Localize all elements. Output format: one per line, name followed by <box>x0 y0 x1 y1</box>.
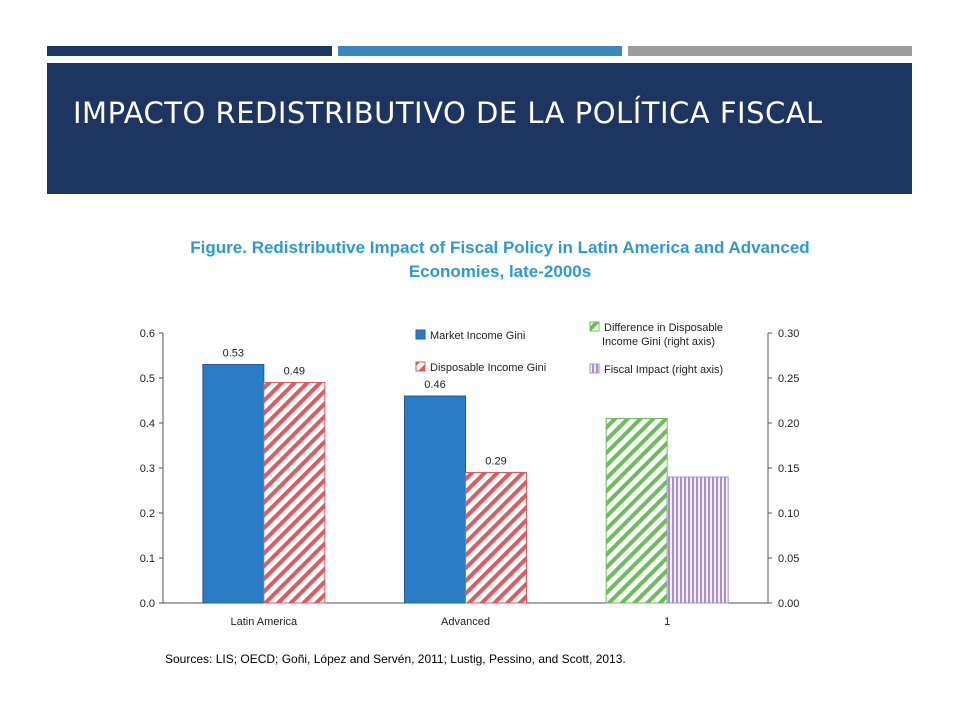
legend-label: Disposable Income Gini <box>430 362 546 374</box>
title-band: IMPACTO REDISTRIBUTIVO DE LA POLÍTICA FI… <box>47 63 912 194</box>
bar <box>202 364 265 604</box>
right-tick-label: 0.15 <box>778 463 799 475</box>
sources-note: Sources: LIS; OECD; Goñi, López and Serv… <box>165 652 626 666</box>
legend-label: Difference in Disposable <box>604 322 723 334</box>
left-tick-label: 0.3 <box>140 463 155 475</box>
bar <box>605 418 668 604</box>
legend-label: Fiscal Impact (right axis) <box>604 364 723 376</box>
data-label: 0.49 <box>284 366 305 378</box>
right-tick-label: 0.30 <box>778 328 799 340</box>
data-label: 0.29 <box>485 456 506 468</box>
legend-swatch <box>589 321 600 332</box>
left-tick-label: 0.5 <box>140 373 155 385</box>
left-tick-label: 0.2 <box>140 508 155 520</box>
accent-bar-3 <box>628 46 912 56</box>
left-tick-label: 0.0 <box>140 598 155 610</box>
figure-title: Figure. Redistributive Impact of Fiscal … <box>190 238 810 281</box>
right-tick-label: 0.10 <box>778 508 799 520</box>
left-tick-label: 0.4 <box>140 418 155 430</box>
right-tick-label: 0.00 <box>778 598 799 610</box>
left-tick-label: 0.1 <box>140 553 155 565</box>
legend-label: Market Income Gini <box>430 330 525 342</box>
bar <box>404 395 466 604</box>
legend-swatch <box>415 361 426 372</box>
bar <box>465 472 527 604</box>
left-tick-label: 0.6 <box>140 328 155 340</box>
bar <box>263 382 326 604</box>
accent-bar-2 <box>338 46 622 56</box>
x-tick-label: 1 <box>664 616 670 628</box>
legend-swatch <box>589 363 600 374</box>
x-tick-label: Advanced <box>441 616 490 628</box>
x-tick-label: Latin America <box>231 616 299 628</box>
bar <box>666 476 729 604</box>
right-tick-label: 0.20 <box>778 418 799 430</box>
data-label: 0.46 <box>424 379 445 391</box>
legend-swatch <box>415 329 426 340</box>
right-tick-label: 0.25 <box>778 373 799 385</box>
data-label: 0.53 <box>223 348 244 360</box>
accent-bar-1 <box>47 46 332 56</box>
slide-title: IMPACTO REDISTRIBUTIVO DE LA POLÍTICA FI… <box>73 96 823 130</box>
legend-label: Income Gini (right axis) <box>602 336 715 348</box>
right-tick-label: 0.05 <box>778 553 799 565</box>
